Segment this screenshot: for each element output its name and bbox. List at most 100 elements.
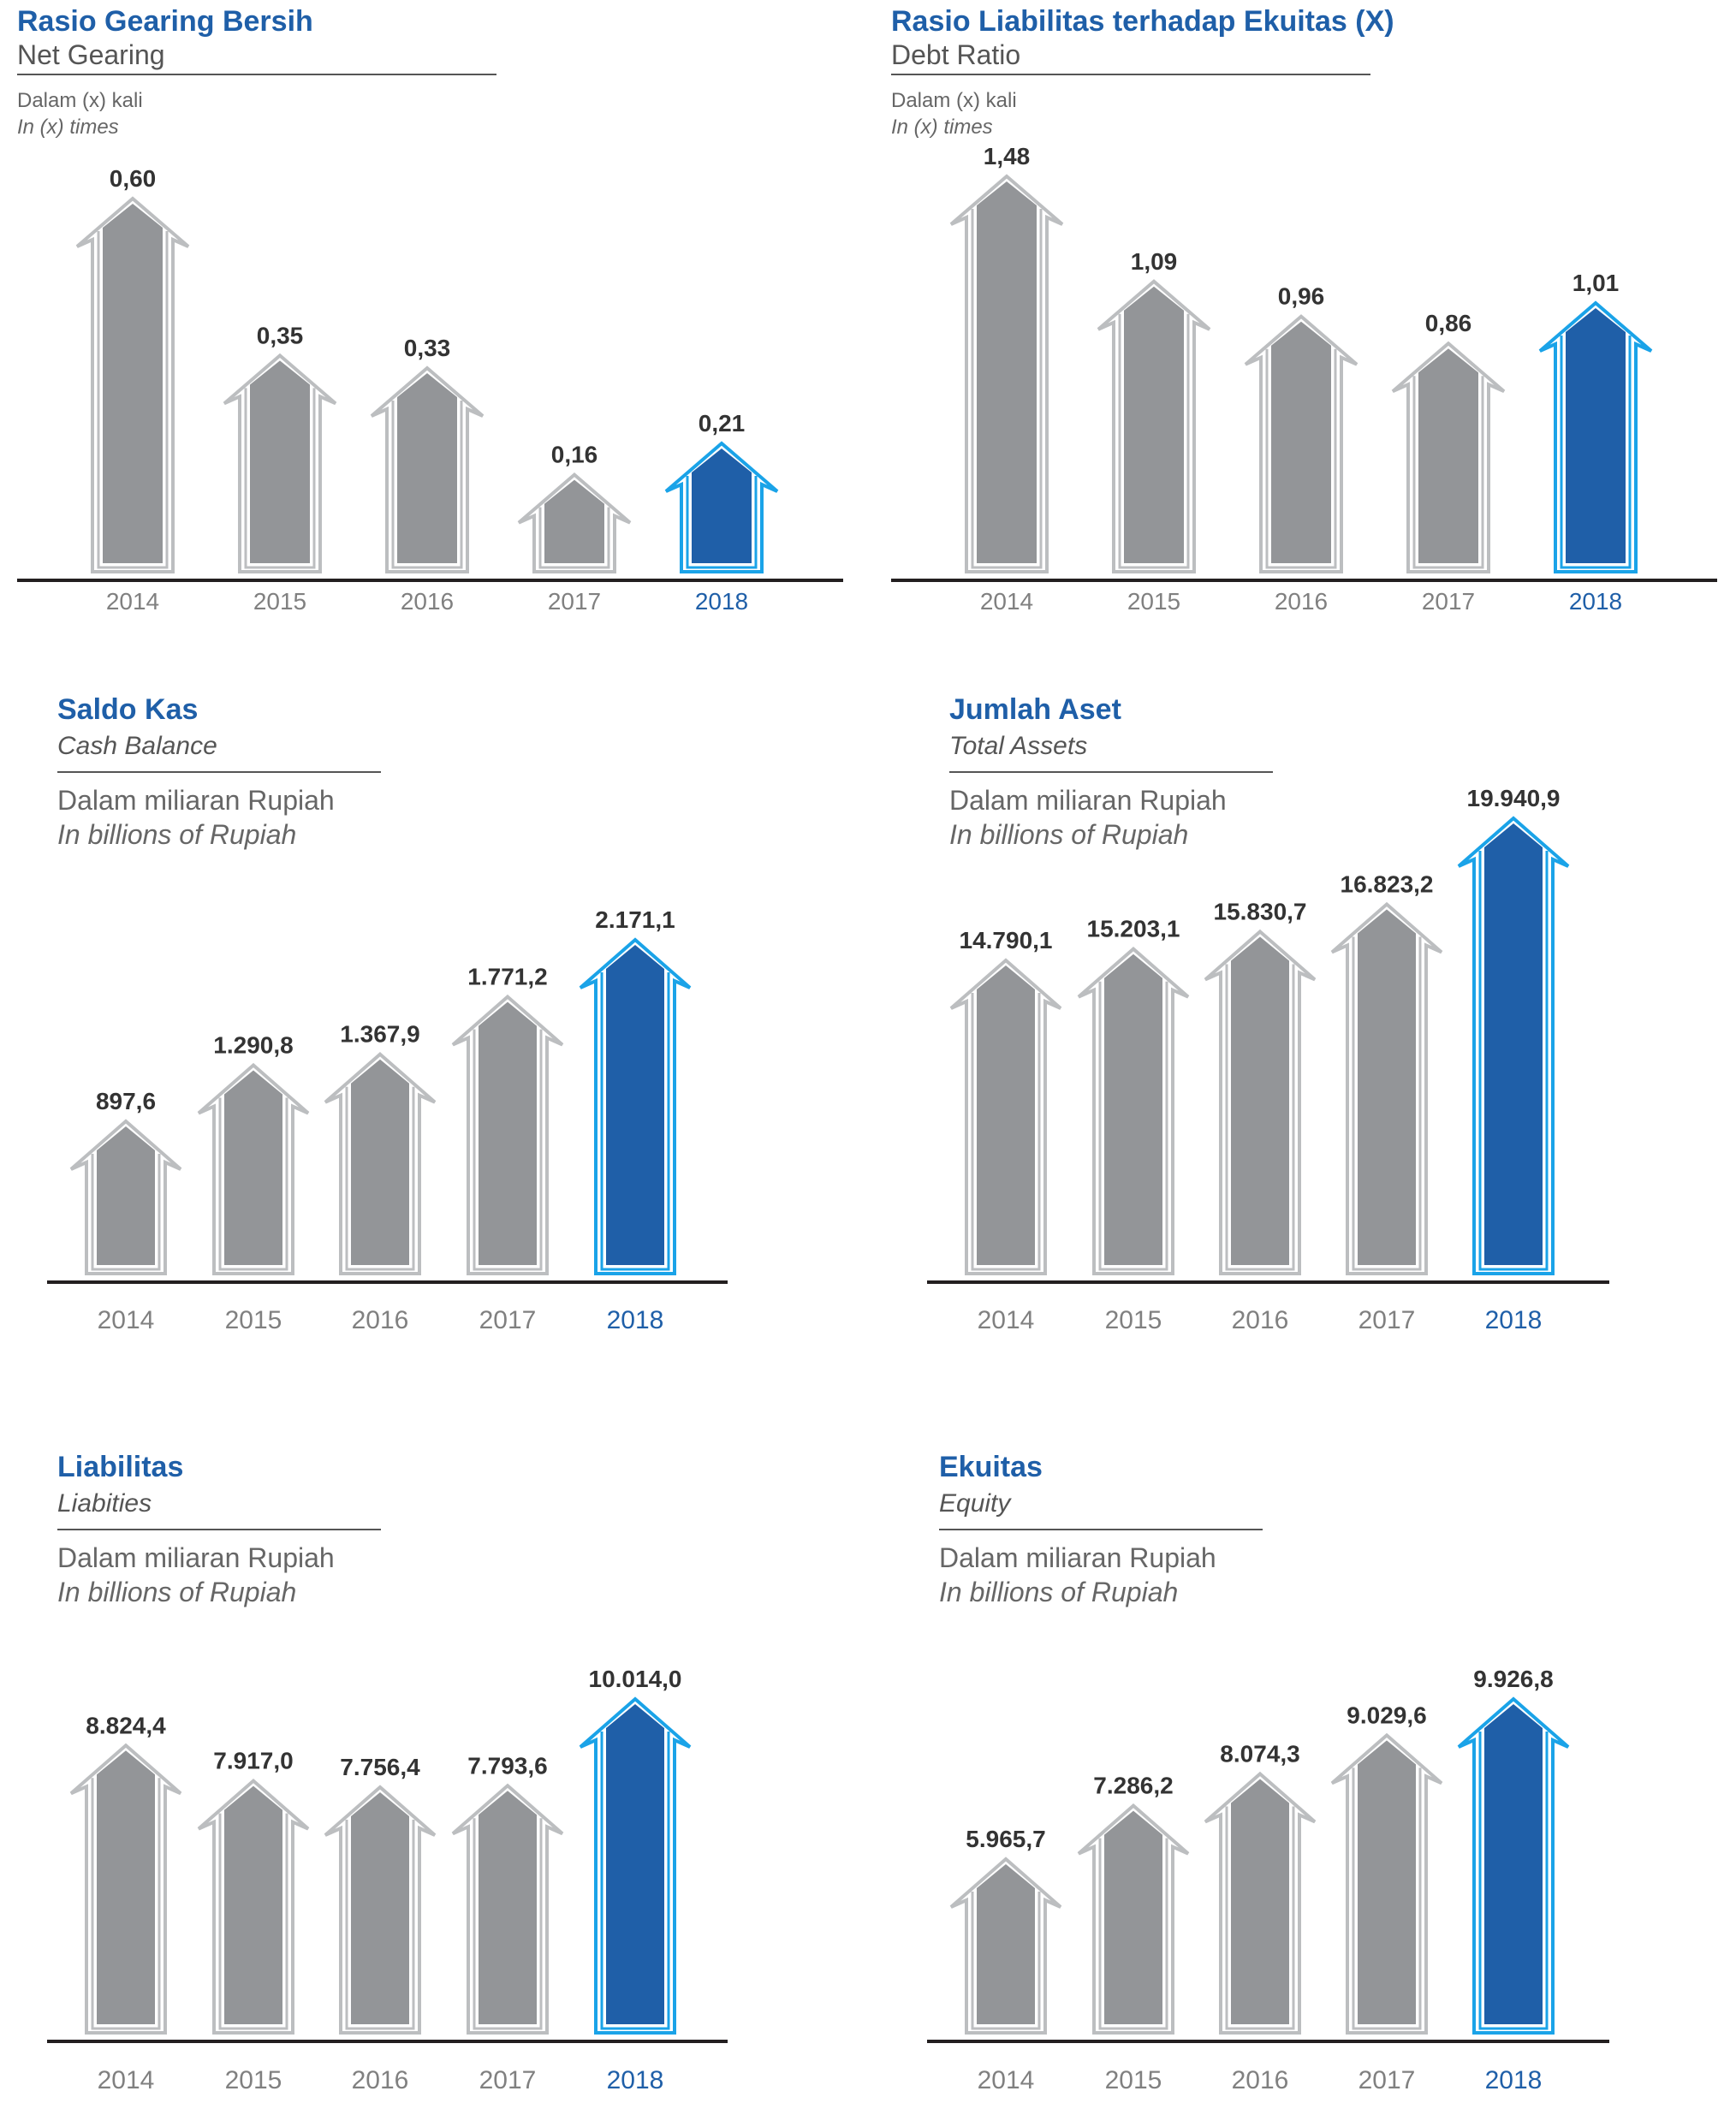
- bar-inner-outline: [971, 1892, 1041, 2030]
- title-divider: [57, 771, 381, 773]
- bar-2015: [223, 353, 337, 573]
- bar-outline: [451, 1783, 564, 2035]
- bar-fill: [1231, 936, 1289, 1265]
- data-label: 2.171,1: [595, 906, 675, 933]
- data-label: 7.286,2: [1093, 1773, 1173, 1799]
- bar-inner-outline: [1352, 936, 1422, 1271]
- unit-label: Dalam miliaran Rupiah: [57, 1542, 335, 1573]
- chart-title: Jumlah Aset: [949, 693, 1121, 726]
- data-label: 5.965,7: [966, 1826, 1045, 1852]
- chart-subtitle: Total Assets: [949, 732, 1088, 760]
- data-label: 1,48: [984, 143, 1031, 169]
- x-tick-label: 2018: [695, 588, 748, 615]
- bar-2014: [949, 1856, 1062, 2035]
- bar-fill: [1358, 1740, 1416, 2024]
- chart-title: Rasio Liabilitas terhadap Ekuitas (X): [891, 5, 1394, 38]
- data-label: 8.074,3: [1220, 1740, 1299, 1767]
- bar-fill: [250, 360, 310, 563]
- bar-inner-outline: [1225, 1806, 1295, 2030]
- x-tick-label: 2015: [225, 2066, 282, 2094]
- bar-inner-outline: [600, 1732, 670, 2030]
- x-tick-label: 2018: [1569, 588, 1622, 615]
- bar-outline: [579, 937, 692, 1275]
- data-label: 0,96: [1278, 283, 1325, 310]
- data-label: 0,33: [404, 335, 451, 361]
- bar-fill: [1124, 286, 1184, 563]
- bar-2014: [949, 174, 1064, 573]
- bar-fill: [397, 373, 457, 563]
- chart-title: Liabilitas: [57, 1451, 184, 1483]
- bar-inner-outline: [1225, 964, 1295, 1271]
- x-tick-label: 2017: [548, 588, 601, 615]
- bar-outline: [1330, 1732, 1443, 2035]
- data-label: 7.917,0: [213, 1748, 293, 1774]
- unit-label-en: In billions of Rupiah: [57, 1577, 297, 1607]
- bar-2018: [1538, 300, 1653, 573]
- bar-fill: [1484, 1704, 1543, 2024]
- x-tick-label: 2017: [1358, 2066, 1416, 2094]
- bar-fill: [224, 1785, 282, 2024]
- bar-outline: [1457, 816, 1570, 1275]
- data-label: 1.367,9: [340, 1021, 419, 1048]
- bar-fill: [1271, 321, 1331, 563]
- bar-outline: [1077, 947, 1190, 1275]
- data-label: 7.756,4: [340, 1754, 420, 1780]
- bar-2015: [1077, 1803, 1190, 2035]
- bar-outline: [370, 365, 485, 573]
- bar-fill: [692, 449, 752, 563]
- x-tick-label: 2017: [1358, 1306, 1416, 1334]
- bar-2014: [69, 1119, 182, 1275]
- bar-inner-outline: [686, 476, 758, 569]
- x-tick-label: 2016: [352, 2066, 409, 2094]
- chart-subtitle: Net Gearing: [17, 39, 165, 70]
- bar-inner-outline: [345, 1086, 415, 1271]
- bar-2017: [1391, 341, 1506, 573]
- bar-inner-outline: [1478, 851, 1549, 1271]
- bar-outline: [1457, 1696, 1570, 2035]
- bar-outline: [1204, 1771, 1317, 2035]
- bar-outline: [664, 441, 779, 573]
- x-tick-label: 2016: [352, 1306, 409, 1334]
- bar-fill: [1418, 348, 1478, 563]
- x-tick-label: 2014: [978, 1306, 1035, 1334]
- data-label: 7.793,6: [467, 1752, 547, 1779]
- bar-2016: [324, 1052, 437, 1275]
- unit-label-en: In billions of Rupiah: [949, 819, 1189, 850]
- unit-label: Dalam (x) kali: [17, 89, 143, 112]
- bar-inner-outline: [1352, 1767, 1422, 2030]
- bar-outline: [1538, 300, 1653, 573]
- bar-outline: [949, 174, 1064, 573]
- bar-fill: [1104, 1810, 1162, 2024]
- bar-2018: [664, 441, 779, 573]
- x-tick-label: 2018: [607, 1306, 664, 1334]
- bar-fill: [606, 945, 664, 1265]
- bar-2016: [1244, 314, 1358, 573]
- data-label: 15.830,7: [1214, 898, 1307, 924]
- bar-outline: [1097, 279, 1211, 573]
- title-divider: [57, 1529, 381, 1530]
- bar-2014: [949, 958, 1062, 1275]
- data-label: 9.029,6: [1347, 1702, 1426, 1728]
- x-tick-label: 2015: [225, 1306, 282, 1334]
- unit-label-en: In (x) times: [891, 116, 993, 139]
- bar-fill: [103, 204, 163, 563]
- x-tick-label: 2016: [1232, 1306, 1289, 1334]
- bar-outline: [197, 1062, 310, 1275]
- bar-inner-outline: [391, 401, 463, 569]
- bar-inner-outline: [600, 972, 670, 1271]
- bar-inner-outline: [1560, 335, 1632, 569]
- bar-2018: [1457, 1696, 1570, 2035]
- bar-inner-outline: [1098, 981, 1168, 1271]
- data-label: 8.824,4: [86, 1712, 166, 1738]
- bar-outline: [324, 1052, 437, 1275]
- bar-fill: [224, 1070, 282, 1265]
- x-tick-label: 2016: [401, 588, 454, 615]
- bar-inner-outline: [1118, 313, 1190, 569]
- unit-label: Dalam miliaran Rupiah: [57, 785, 335, 816]
- bar-fill: [97, 1750, 155, 2024]
